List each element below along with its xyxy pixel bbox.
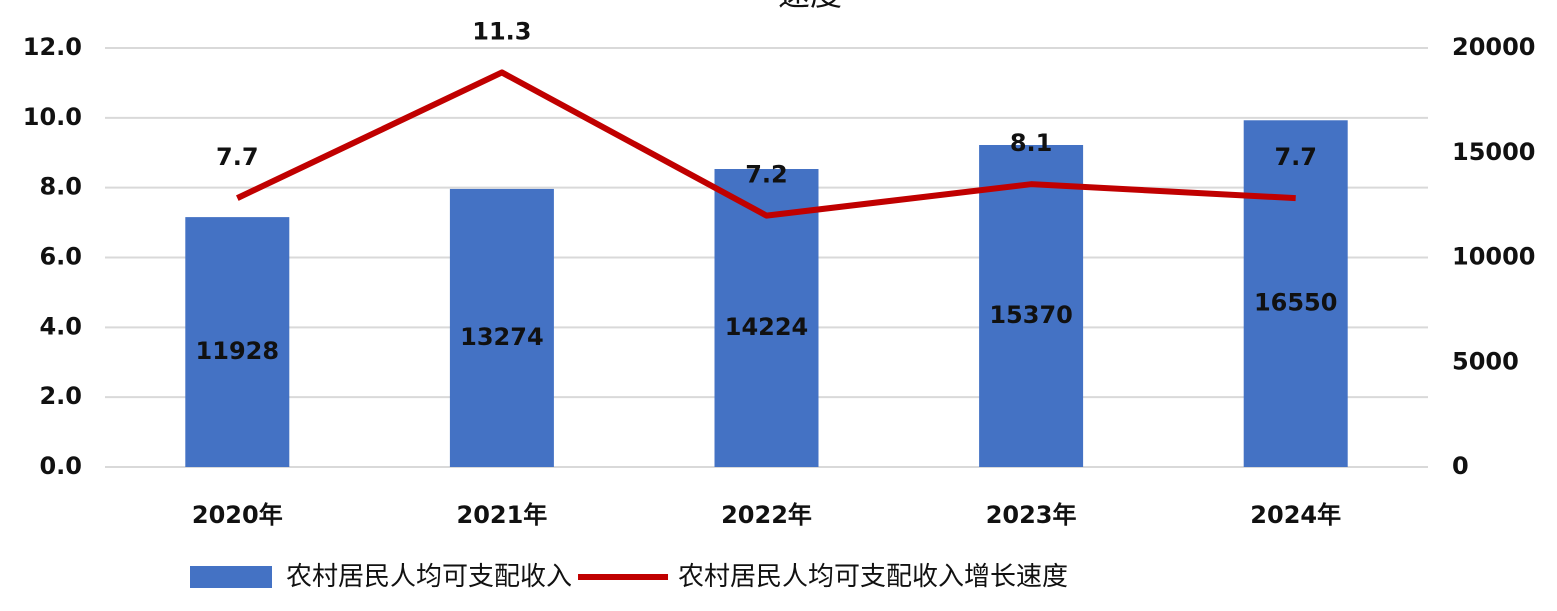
y2-tick-label: 15000 <box>1452 138 1536 166</box>
y2-tick-label: 20000 <box>1452 33 1536 61</box>
line-value-label: 8.1 <box>1010 129 1053 157</box>
bar <box>1243 120 1348 467</box>
y-tick-label: 12.0 <box>23 33 82 61</box>
line-value-label: 7.2 <box>745 161 788 189</box>
y2-tick-label: 5000 <box>1452 347 1519 375</box>
line-value-label: 7.7 <box>1274 143 1317 171</box>
y2-tick-label: 10000 <box>1452 243 1536 271</box>
x-tick-label: 2020年 <box>192 501 283 529</box>
line-value-label: 7.7 <box>216 143 259 171</box>
bar <box>714 169 819 467</box>
x-tick-label: 2022年 <box>721 501 812 529</box>
line-value-label: 11.3 <box>472 17 531 45</box>
bar <box>979 144 1084 467</box>
y-tick-label: 4.0 <box>39 312 82 340</box>
bar-value-label: 11928 <box>196 337 280 365</box>
y-tick-label: 8.0 <box>39 173 82 201</box>
y-tick-label: 6.0 <box>39 243 82 271</box>
chart-title: 速度 <box>778 0 842 13</box>
bar-value-label: 14224 <box>725 313 809 341</box>
bar <box>449 188 554 467</box>
y2-tick-label: 0 <box>1452 452 1469 480</box>
x-tick-label: 2023年 <box>986 501 1077 529</box>
x-tick-label: 2024年 <box>1250 501 1341 529</box>
legend-swatch <box>190 566 272 588</box>
legend-label: 农村居民人均可支配收入增长速度 <box>678 562 1068 592</box>
bar-value-label: 16550 <box>1254 289 1338 317</box>
y-tick-label: 2.0 <box>39 382 82 410</box>
bar-value-label: 13274 <box>460 323 544 351</box>
line <box>236 69 1296 219</box>
y-tick-label: 0.0 <box>39 452 82 480</box>
bar-value-label: 15370 <box>989 301 1073 329</box>
y-tick-label: 10.0 <box>23 103 82 131</box>
x-tick-label: 2021年 <box>457 501 548 529</box>
legend-label: 农村居民人均可支配收入 <box>286 562 572 592</box>
bar <box>185 217 290 467</box>
